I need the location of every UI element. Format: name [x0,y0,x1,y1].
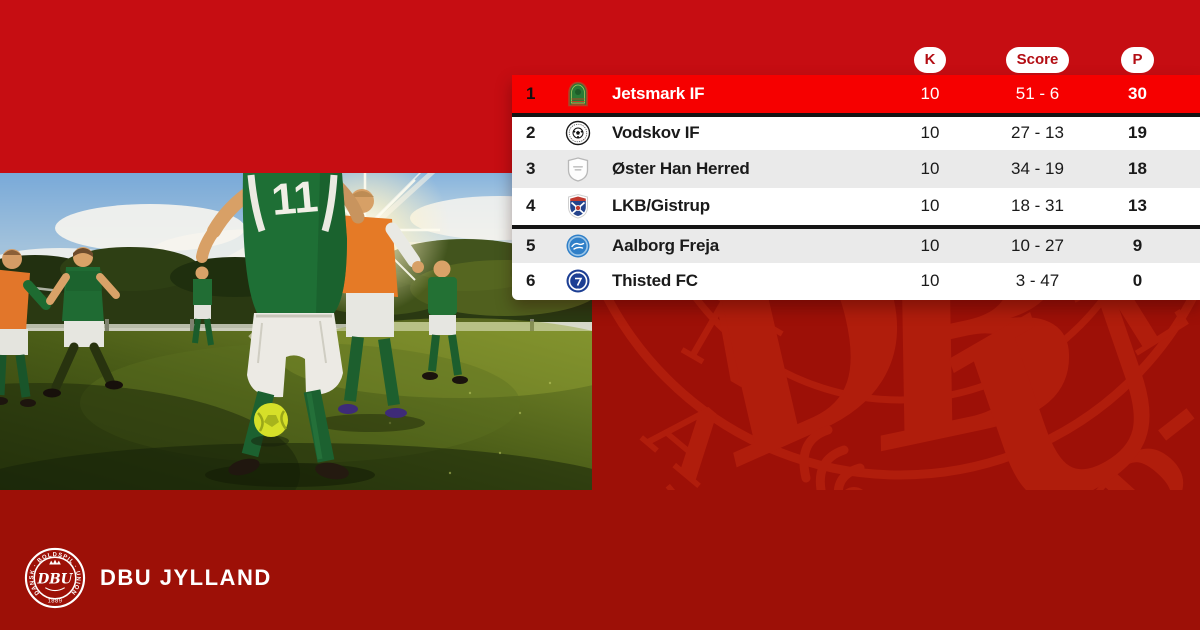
matches-cell: 10 [920,235,940,255]
jersey-number: 11 [269,173,320,225]
score-cell: 10 - 27 [1011,235,1064,255]
team-name-cell: Thisted FC [612,271,698,291]
position-cell: 1 [526,83,536,103]
position-cell: 5 [526,235,536,255]
column-badge-p: P [1121,47,1154,73]
column-badge-score: Score [1005,47,1070,73]
column-header-row: K Score P [512,45,1200,75]
points-cell: 13 [1128,196,1147,216]
points-cell: 18 [1128,158,1147,178]
table-row: 1 Jetsmark IF 10 51 - 6 30 [512,75,1200,113]
matches-cell: 10 [920,271,940,291]
club-crest-icon [556,120,600,146]
player-small-mid [192,266,214,346]
standings-table: K Score P 1 Jetsmark IF 10 51 - 6 30 2 V… [512,45,1200,300]
club-crest-icon [556,268,600,294]
points-cell: 30 [1128,83,1147,103]
club-crest-icon [556,193,600,219]
position-cell: 6 [526,271,536,291]
club-crest-icon [556,156,600,182]
player-right-mid [422,260,468,384]
football-photo: 11 [0,173,592,490]
points-cell: 9 [1132,235,1143,255]
team-name-cell: Vodskov IF [612,123,700,143]
points-cell: 0 [1132,271,1143,291]
football [251,403,289,447]
matches-cell: 10 [920,83,940,103]
matches-cell: 10 [920,123,940,143]
footer-brand-bar: DANSK · BOLDSPIL · UNION DBU 1889 DBU JY… [24,546,272,610]
table-row: 6 Thisted FC 10 3 - 47 0 [512,262,1200,300]
score-cell: 51 - 6 [1015,83,1060,103]
table-row: 4 LKB/Gistrup 10 18 - 31 13 [512,187,1200,225]
club-crest-icon [556,233,600,259]
points-cell: 19 [1128,123,1147,143]
team-name-cell: Øster Han Herred [612,158,750,178]
logo-year: 1889 [48,599,63,605]
brand-name: DBU JYLLAND [100,565,272,590]
table-row: 3 Øster Han Herred 10 34 - 19 18 [512,150,1200,188]
team-name-cell: Aalborg Freja [612,235,719,255]
dbu-watermark: N A D L D D B U [592,300,1200,490]
score-cell: 34 - 19 [1011,158,1064,178]
matches-cell: 10 [920,158,940,178]
position-cell: 3 [526,158,536,178]
score-cell: 18 - 31 [1011,196,1064,216]
score-cell: 3 - 47 [1015,271,1060,291]
logo-monogram: DBU [36,571,73,587]
table-row: 2 Vodskov IF 10 27 - 13 19 [512,112,1200,150]
team-name-cell: LKB/Gistrup [612,196,710,216]
team-name-cell: Jetsmark IF [612,83,705,103]
position-cell: 2 [526,123,536,143]
standings-rows: 1 Jetsmark IF 10 51 - 6 30 2 Vodskov IF … [512,75,1200,300]
player-orange-bib [315,189,425,432]
dbu-logo-icon: DANSK · BOLDSPIL · UNION DBU 1889 [24,547,86,609]
player-runner-left [43,247,123,398]
club-crest-icon [556,81,600,107]
player-main: 11 [196,173,375,487]
matches-cell: 10 [920,196,940,216]
football-photo-art: 11 [0,173,592,490]
score-cell: 27 - 13 [1011,123,1064,143]
dbu-watermark-art: N A D L D D B U [596,300,1200,490]
table-row: 5 Aalborg Freja 10 10 - 27 9 [512,225,1200,263]
column-badge-k: K [913,47,947,73]
position-cell: 4 [526,196,536,216]
player-far-left [0,249,51,407]
